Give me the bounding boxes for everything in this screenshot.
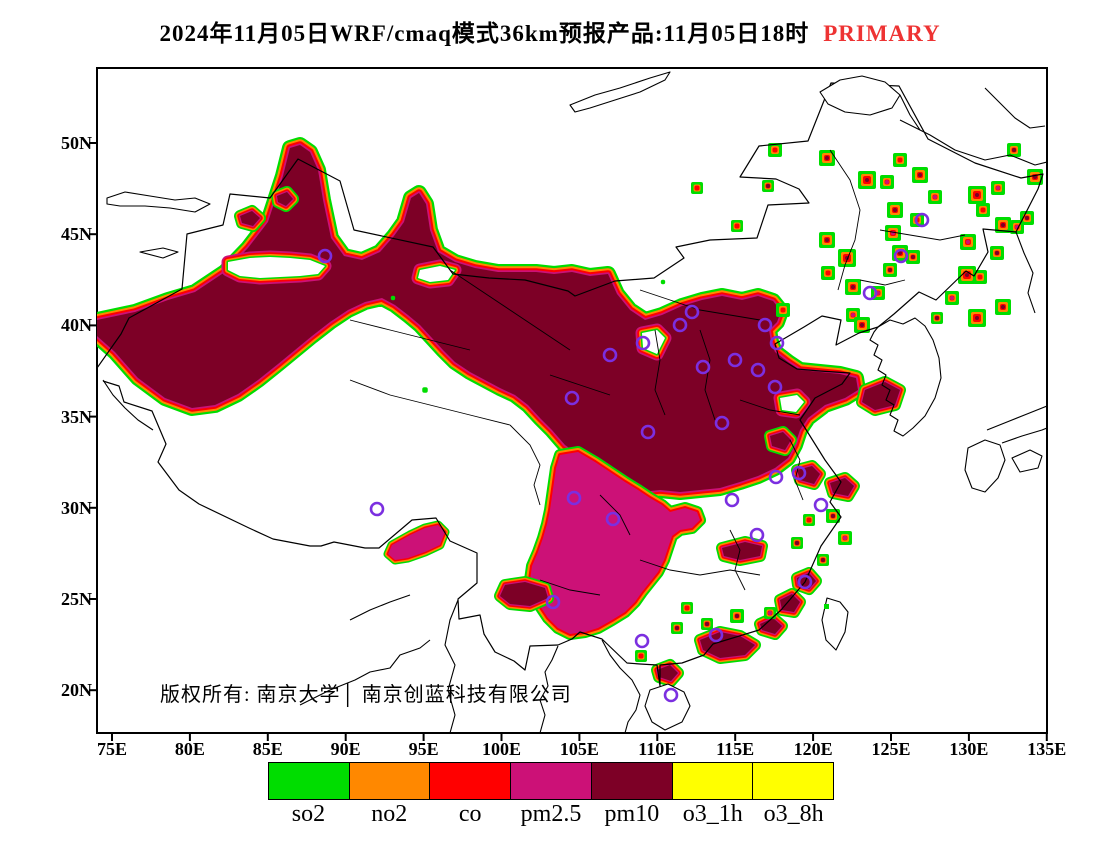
x-tick-label: 135E: [1027, 739, 1067, 759]
legend-label-o3_1h: o3_1h: [682, 801, 743, 827]
x-tick-label: 105E: [559, 739, 599, 759]
title-highlight: PRIMARY: [823, 21, 941, 46]
legend-swatch-o3_8h: [752, 762, 835, 800]
y-tick-label: 40N: [61, 315, 92, 336]
legend-labels: so2 no2 co pm2.5 pm10 o3_1h o3_8h: [268, 800, 834, 828]
legend-label-o3_8h: o3_8h: [763, 801, 824, 827]
x-tick-label: 85E: [252, 739, 283, 759]
legend-label-so2: so2: [291, 801, 326, 827]
y-tick-label: 50N: [61, 133, 92, 153]
x-tick-label: 120E: [793, 739, 833, 759]
copyright-text: 版权所有: 南京大学│ 南京创蓝科技有限公司: [160, 684, 572, 706]
x-tick-label: 75E: [96, 739, 127, 759]
legend-swatch-no2: [348, 762, 431, 800]
x-tick-label: 95E: [408, 739, 439, 759]
x-tick-label: 100E: [481, 739, 521, 759]
y-tick-label: 25N: [61, 589, 92, 609]
legend-swatch-co: [429, 762, 512, 800]
title-text: 2024年11月05日WRF/cmaq模式36km预报产品:11月05日18时: [159, 21, 810, 46]
x-tick-label: 110E: [638, 739, 677, 759]
y-tick-label: 45N: [61, 224, 92, 245]
legend-swatch-o3_1h: [671, 762, 754, 800]
legend-swatch-pm10: [590, 762, 673, 800]
x-tick-label: 125E: [871, 739, 911, 759]
x-tick-label: 80E: [174, 739, 205, 759]
x-tick-label: 130E: [949, 739, 989, 759]
y-tick-label: 35N: [61, 406, 92, 427]
legend-swatch-pm2.5: [510, 762, 592, 800]
legend-label-no2: no2: [371, 801, 408, 827]
x-tick-label: 90E: [330, 739, 361, 759]
y-tick-label: 30N: [61, 497, 92, 518]
legend-label-pm10: pm10: [604, 801, 660, 827]
y-tick-label: 20N: [61, 680, 92, 701]
legend-label-co: co: [458, 801, 482, 827]
x-tick-label: 115E: [716, 739, 755, 759]
page-title: 2024年11月05日WRF/cmaq模式36km预报产品:11月05日18时 P…: [0, 14, 1100, 48]
legend-color-bar: [268, 762, 835, 800]
legend-label-pm2.5: pm2.5: [520, 801, 582, 827]
legend-swatch-so2: [268, 762, 350, 800]
